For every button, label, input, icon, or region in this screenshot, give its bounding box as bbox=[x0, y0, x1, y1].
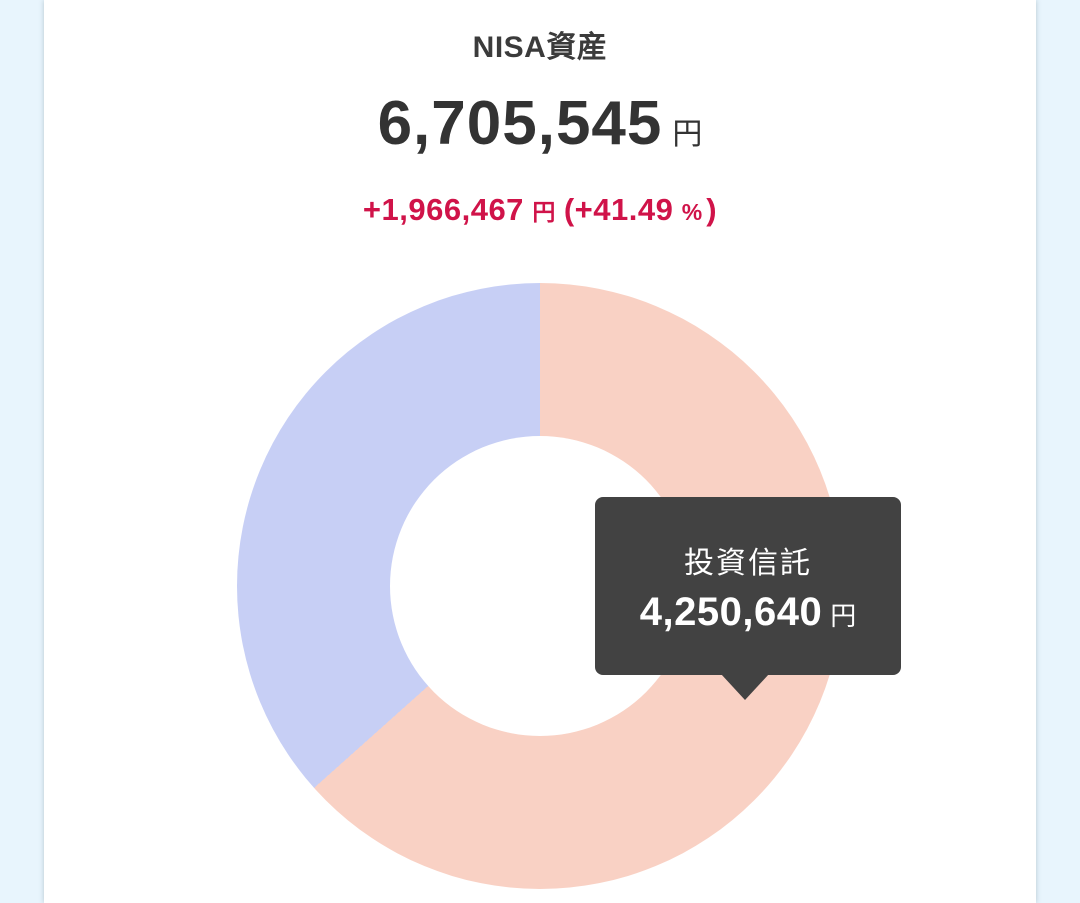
tooltip-amount-line: 4,250,640 円 bbox=[640, 590, 856, 635]
segment-tooltip: 投資信託 4,250,640 円 bbox=[595, 497, 901, 700]
tooltip-amount: 4,250,640 bbox=[639, 589, 823, 634]
gain-line: +1,966,467 円 (+41.49 %) bbox=[44, 192, 1036, 228]
tooltip-arrow-icon bbox=[721, 674, 769, 700]
total-asset-unit: 円 bbox=[672, 118, 703, 151]
total-asset-line: 6,705,545 円 bbox=[44, 88, 1036, 159]
tooltip-segment-label: 投資信託 bbox=[684, 546, 812, 580]
tooltip-unit: 円 bbox=[830, 600, 857, 631]
total-asset-amount: 6,705,545 bbox=[377, 89, 663, 158]
gain-percent-unit: % bbox=[681, 199, 703, 225]
gain-percent-close: ) bbox=[706, 192, 718, 227]
nisa-assets-card: NISA資産 6,705,545 円 +1,966,467 円 (+41.49 %… bbox=[44, 0, 1036, 903]
gain-percent: (+41.49 bbox=[563, 192, 674, 227]
gain-amount: +1,966,467 bbox=[362, 192, 524, 227]
page-title: NISA資産 bbox=[472, 31, 608, 64]
gain-currency-unit: 円 bbox=[532, 199, 556, 225]
